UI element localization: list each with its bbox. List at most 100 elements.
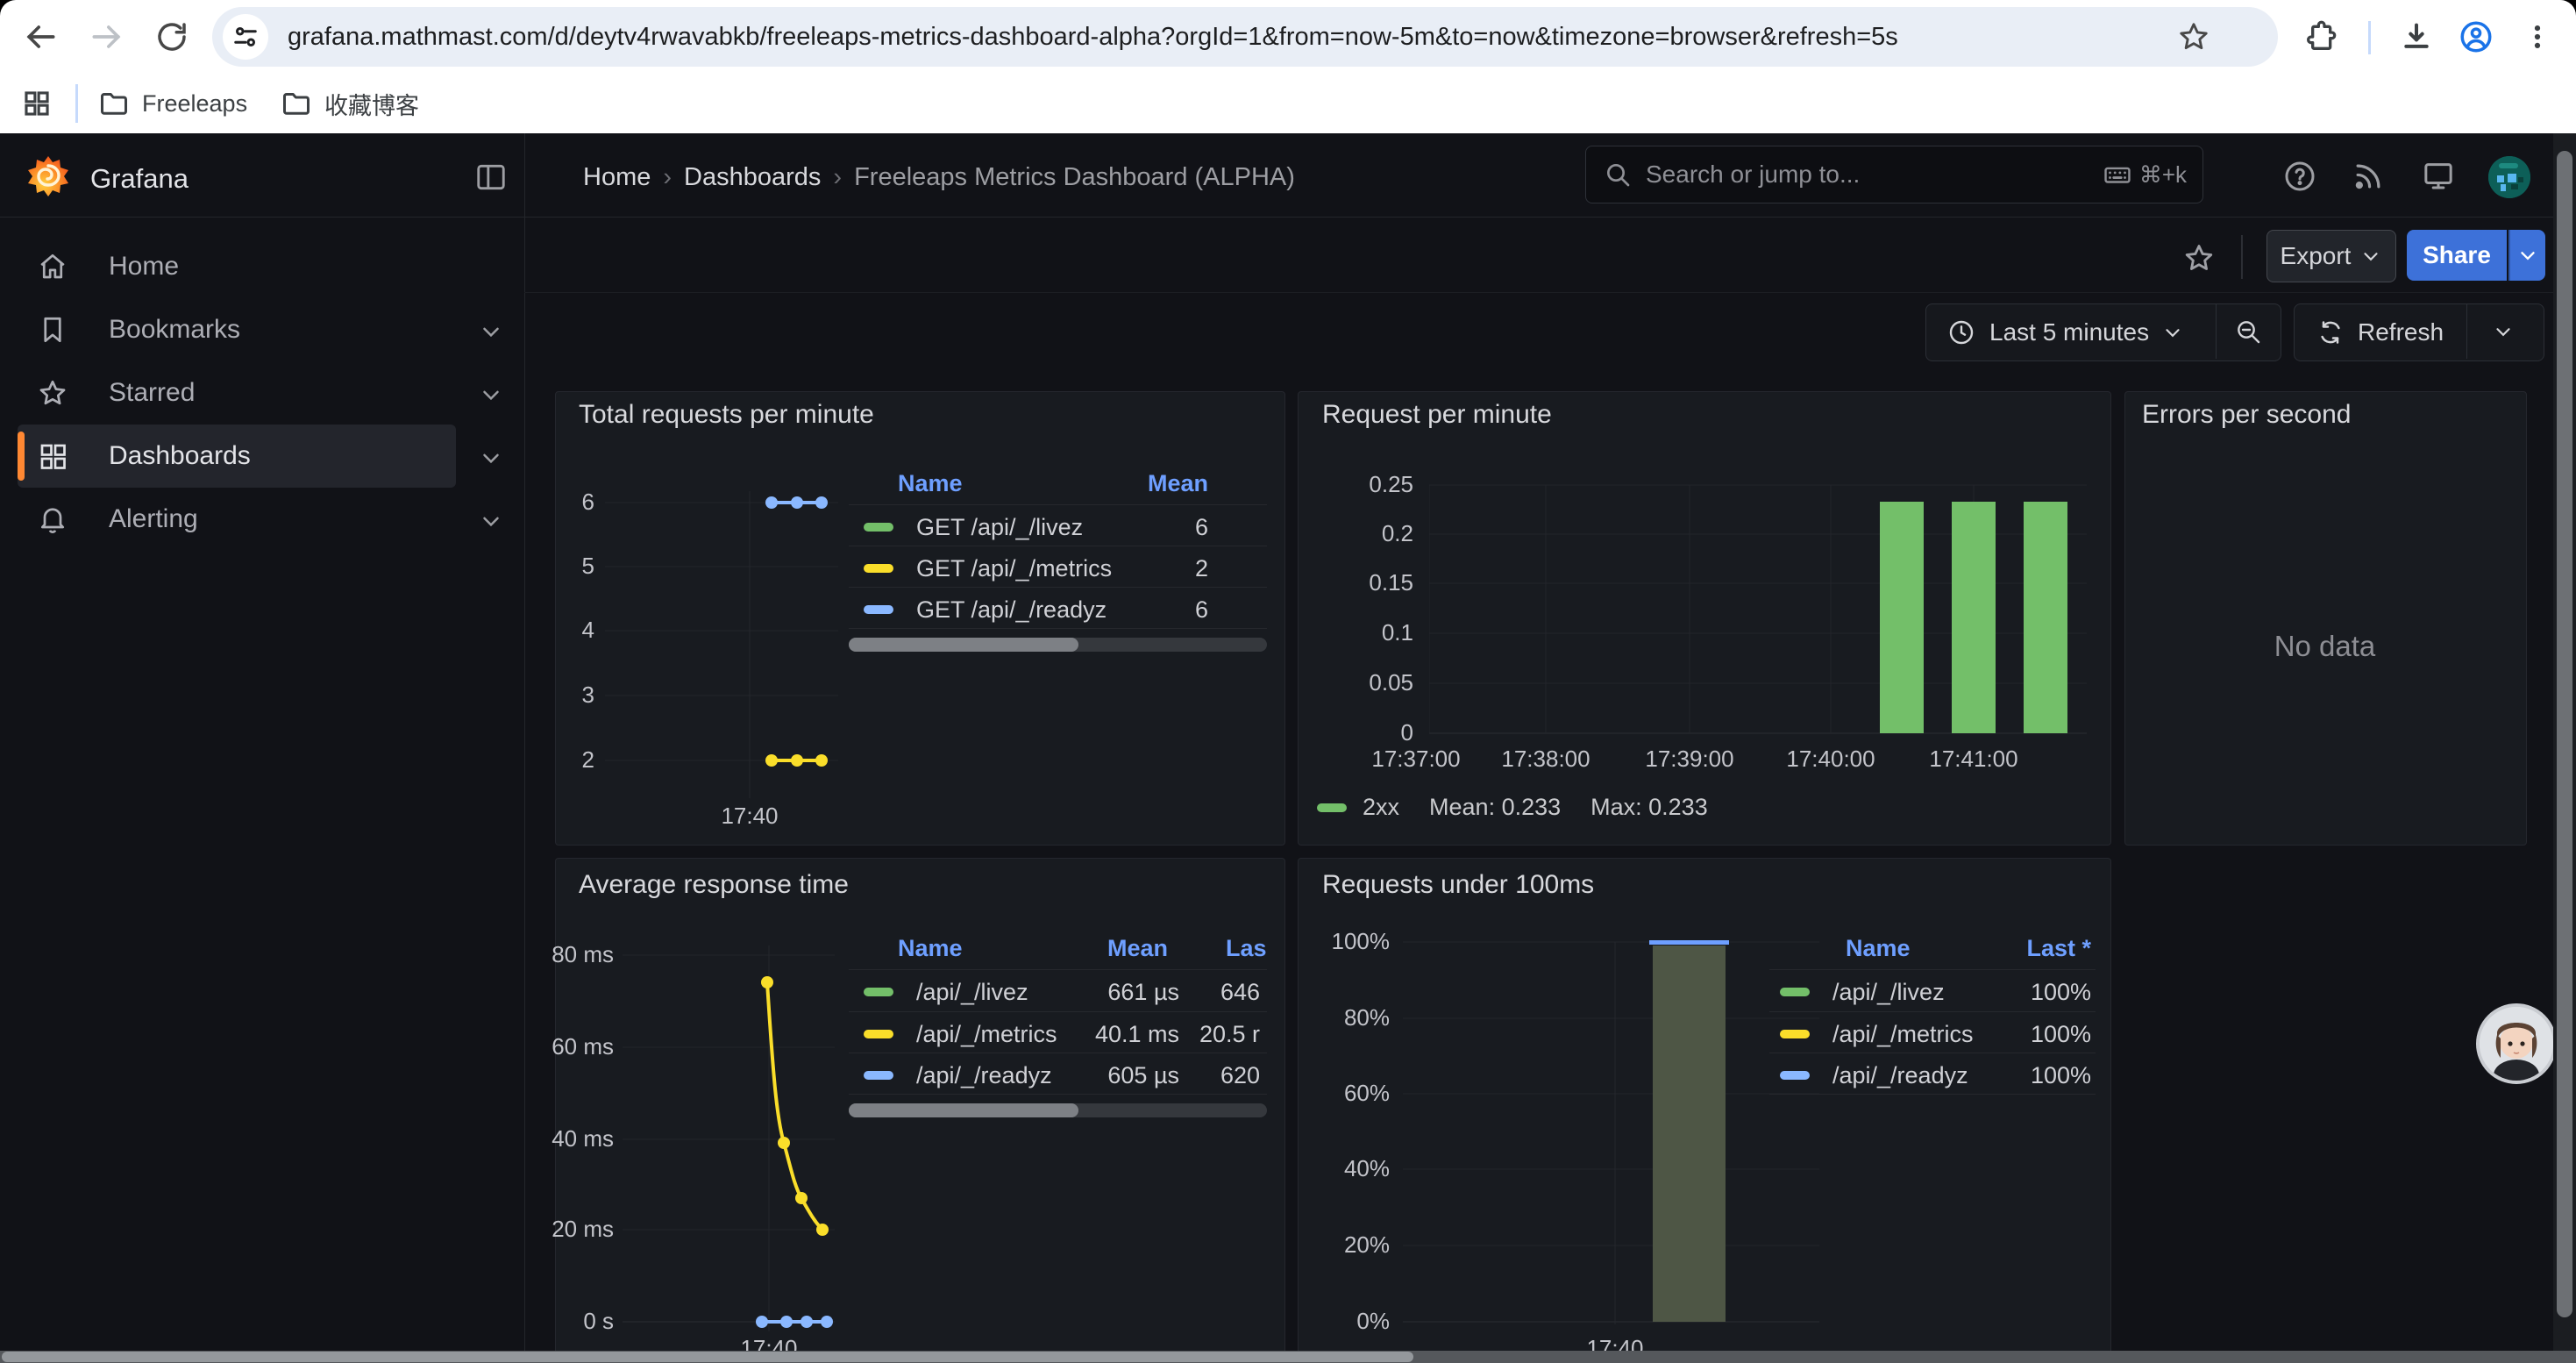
y-tick: 20% [1304, 1231, 1390, 1259]
downloads-button[interactable] [2394, 16, 2439, 58]
breadcrumb-dashboards[interactable]: Dashboards [684, 163, 821, 192]
bookmark-folder-blogs[interactable]: 收藏博客 [281, 82, 419, 125]
share-button[interactable]: Share [2407, 230, 2507, 281]
line-chart-total-requests[interactable] [605, 482, 842, 824]
legend-row[interactable]: GET /api/_/metrics 2 [849, 550, 1267, 587]
time-range-label[interactable]: Last 5 minutes [1989, 318, 2149, 346]
dashboards-expand-chevron[interactable] [473, 440, 509, 475]
assistant-avatar[interactable] [2476, 1003, 2557, 1084]
y-tick: 60% [1304, 1080, 1390, 1107]
bookmark-folder-freeleaps[interactable]: Freeleaps [98, 82, 247, 125]
sidebar-item-label: Starred [109, 378, 195, 408]
share-menu-button[interactable] [2508, 230, 2545, 281]
series-name: /api/_/livez [916, 979, 1065, 1006]
panel-title[interactable]: Total requests per minute [579, 400, 874, 430]
legend-scrollbar-thumb[interactable] [849, 1103, 1078, 1117]
legend-2xx[interactable]: 2xx Mean: 0.233 Max: 0.233 [1317, 794, 1708, 821]
y-tick: 80% [1304, 1004, 1390, 1031]
site-settings-button[interactable] [223, 14, 268, 60]
line-chart-response-time[interactable] [623, 938, 837, 1338]
series-name: /api/_/metrics [916, 1021, 1065, 1048]
horizontal-scrollbar-thumb[interactable] [2, 1352, 1413, 1362]
alerting-expand-chevron[interactable] [473, 503, 509, 539]
sidebar-item-dashboards[interactable]: Dashboards [18, 425, 456, 488]
refresh-label[interactable]: Refresh [2358, 318, 2444, 346]
y-tick: 80 ms [510, 941, 614, 968]
refresh-interval-button[interactable] [2468, 311, 2538, 352]
bookmarks-expand-chevron[interactable] [473, 314, 509, 349]
legend-col-name[interactable]: Name [898, 470, 963, 497]
series-color-pill [864, 564, 893, 573]
bar-chart-request-per-minute[interactable] [1429, 478, 2092, 737]
legend-col-last[interactable]: Last * [1986, 935, 2091, 962]
legend-separator [849, 969, 1267, 970]
grafana-logo[interactable] [26, 154, 70, 198]
zoom-out-time-button[interactable] [2223, 311, 2274, 352]
y-tick: 100% [1304, 928, 1390, 955]
user-avatar[interactable] [2488, 156, 2530, 198]
page-scrollbar-thumb[interactable] [2557, 151, 2572, 1317]
sidebar-item-label: Dashboards [109, 441, 251, 471]
breadcrumb-home[interactable]: Home [583, 163, 651, 192]
address-bar[interactable]: grafana.mathmast.com/d/deytv4rwavabkb/fr… [212, 7, 2278, 67]
legend-col-name[interactable]: Name [898, 935, 963, 962]
series-color-pill [864, 988, 893, 996]
rss-icon [2352, 160, 2385, 193]
folder-icon [281, 88, 312, 119]
panel-errors-per-second[interactable] [2124, 391, 2527, 846]
assistant-avatar-image [2480, 1007, 2553, 1081]
kiosk-mode-button[interactable] [2418, 156, 2459, 196]
legend-row[interactable]: /api/_/livez 100% [1769, 974, 2096, 1010]
back-button[interactable] [19, 16, 61, 58]
legend-row[interactable]: GET /api/_/readyz 6 [849, 591, 1267, 628]
legend-separator [849, 504, 1267, 505]
legend-row[interactable]: /api/_/livez 661 µs 646 [849, 974, 1267, 1010]
news-button[interactable] [2348, 156, 2388, 196]
y-tick: 2 [526, 746, 594, 774]
browser-menu-button[interactable] [2515, 16, 2560, 58]
y-tick: 0.15 [1333, 569, 1413, 596]
legend-scrollbar-track[interactable] [849, 1103, 1267, 1117]
export-button[interactable]: Export [2266, 230, 2396, 282]
url-text[interactable]: grafana.mathmast.com/d/deytv4rwavabkb/fr… [288, 23, 2173, 52]
favorite-dashboard-button[interactable] [2180, 239, 2218, 277]
extensions-button[interactable] [2297, 16, 2343, 58]
profile-button[interactable] [2453, 16, 2499, 58]
panel-title[interactable]: Average response time [579, 870, 849, 900]
help-button[interactable] [2280, 156, 2320, 196]
sidebar-item-bookmarks[interactable]: Bookmarks [18, 298, 509, 361]
search-input[interactable]: Search or jump to... ⌘+k [1585, 146, 2203, 203]
sidebar-item-label: Bookmarks [109, 315, 240, 345]
collapse-sidebar-button[interactable] [472, 158, 510, 196]
panel-title[interactable]: Errors per second [2142, 400, 2351, 430]
legend-scrollbar-thumb[interactable] [849, 638, 1078, 652]
legend-col-last[interactable]: Las [1226, 935, 1278, 962]
sidebar-item-starred[interactable]: Starred [18, 361, 509, 425]
grafana-flame-icon [26, 154, 70, 198]
bookmarks-divider [75, 84, 78, 123]
legend-row[interactable]: /api/_/readyz 100% [1769, 1057, 2096, 1094]
breadcrumb: Home › Dashboards › Freeleaps Metrics Da… [583, 163, 1295, 192]
legend-row[interactable]: GET /api/_/livez 6 [849, 509, 1267, 546]
group-divider [2466, 304, 2467, 359]
panel-title[interactable]: Request per minute [1322, 400, 1552, 430]
apps-shortcut-button[interactable] [16, 82, 58, 125]
legend-col-name[interactable]: Name [1846, 935, 1911, 962]
bar-chart-under-100ms[interactable] [1403, 937, 1824, 1331]
legend-row[interactable]: /api/_/metrics 40.1 ms 20.5 r [849, 1016, 1267, 1053]
sidebar-item-alerting[interactable]: Alerting [18, 488, 509, 551]
legend-col-mean[interactable]: Mean [1103, 470, 1208, 497]
legend-scrollbar-track[interactable] [849, 638, 1267, 652]
bookmark-page-button[interactable] [2173, 16, 2215, 58]
subheader-border [524, 292, 2576, 293]
legend-row[interactable]: /api/_/readyz 605 µs 620 [849, 1057, 1267, 1094]
refresh-group: Refresh [2294, 303, 2544, 361]
forward-button[interactable] [86, 16, 128, 58]
starred-expand-chevron[interactable] [473, 377, 509, 412]
reload-button[interactable] [151, 16, 193, 58]
panel-title[interactable]: Requests under 100ms [1322, 870, 1594, 900]
legend-row[interactable]: /api/_/metrics 100% [1769, 1016, 2096, 1053]
legend-col-mean[interactable]: Mean [1063, 935, 1168, 962]
y-tick: 40 ms [510, 1125, 614, 1152]
sidebar-item-home[interactable]: Home [18, 235, 509, 298]
